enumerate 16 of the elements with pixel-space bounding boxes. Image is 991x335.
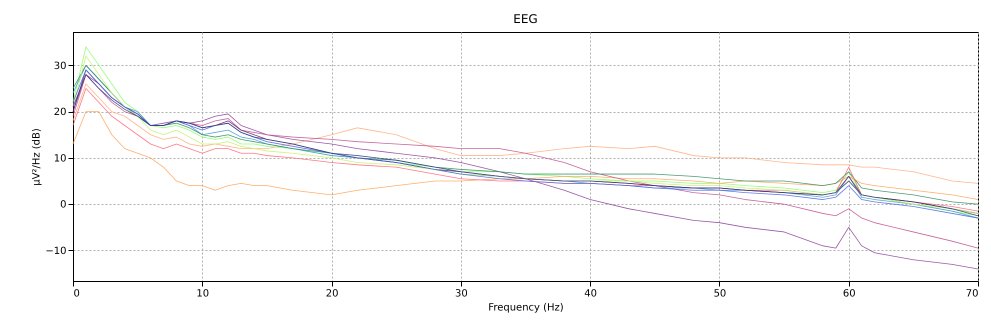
y-tick-label: −10 — [45, 246, 66, 257]
x-tick-label: 10 — [196, 288, 210, 300]
x-tick-label: 0 — [74, 288, 80, 300]
x-tick-label: 40 — [584, 288, 598, 300]
x-tick-label: 60 — [842, 288, 856, 300]
x-tick-label: 50 — [714, 288, 726, 300]
y-tick-label: 10 — [54, 153, 66, 164]
x-axis-title: Frequency (Hz) — [488, 302, 564, 314]
x-tick-label: 70 — [966, 288, 978, 300]
x-tick-label: 30 — [454, 288, 468, 300]
y-tick-label: 20 — [54, 107, 66, 118]
y-tick-label: 0 — [60, 200, 66, 211]
chart-title: EEG — [513, 12, 538, 26]
y-axis-title: µV²/Hz (dB) — [31, 128, 42, 186]
x-tick-label: 20 — [326, 288, 338, 300]
y-tick-label: 30 — [54, 60, 66, 72]
